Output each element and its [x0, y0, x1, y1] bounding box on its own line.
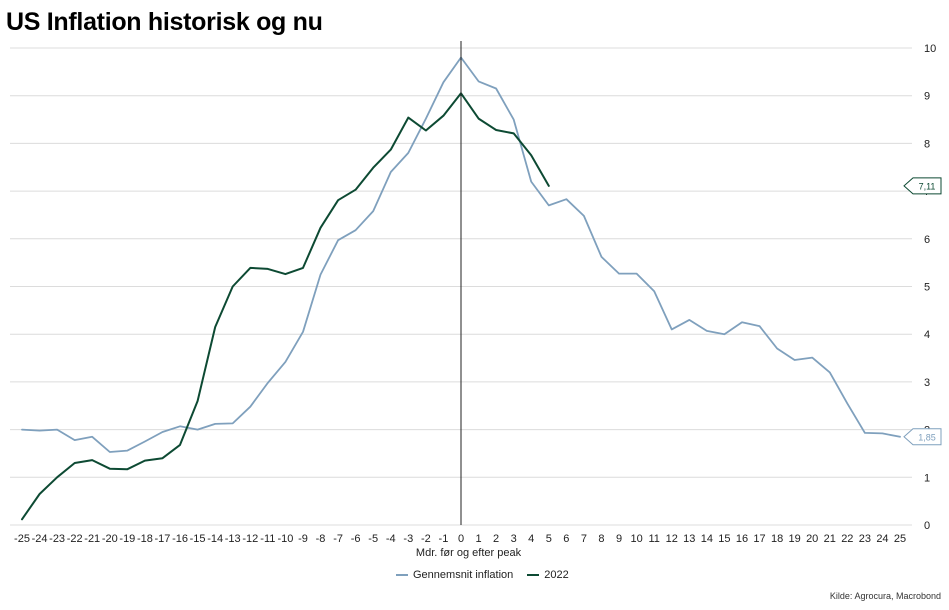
chart-title: US Inflation historisk og nu: [6, 8, 323, 36]
x-tick-label--13: -13: [225, 533, 241, 545]
x-tick-label--7: -7: [333, 533, 343, 545]
end-flag-label-y2022: 7,11: [919, 181, 936, 191]
legend: Gennemsnit inflation 2022: [396, 569, 569, 581]
y-tick-label-6: 6: [924, 234, 930, 246]
end-flag-avg: [903, 428, 942, 446]
x-tick-label--2: -2: [421, 533, 431, 545]
legend-label-2022: 2022: [544, 569, 569, 581]
y-tick-label-5: 5: [924, 282, 930, 294]
y-tick-label-0: 0: [924, 520, 930, 532]
y-tick-label-3: 3: [924, 377, 930, 389]
x-tick-label--8: -8: [316, 533, 326, 545]
x-tick-label--25: -25: [14, 533, 30, 545]
x-tick-label-20: 20: [806, 533, 818, 545]
x-tick-label-21: 21: [824, 533, 836, 545]
y-tick-label-8: 8: [924, 138, 930, 150]
x-tick-label--20: -20: [102, 533, 118, 545]
legend-item-2022: 2022: [527, 569, 569, 581]
x-tick-label-15: 15: [718, 533, 730, 545]
end-flag-y2022: [903, 177, 942, 195]
x-tick-label-24: 24: [876, 533, 888, 545]
source-note: Kilde: Agrocura, Macrobond: [829, 591, 941, 601]
x-tick-label-14: 14: [701, 533, 713, 545]
x-tick-label-2: 2: [493, 533, 499, 545]
x-tick-label-22: 22: [841, 533, 853, 545]
legend-swatch-2022: [527, 574, 540, 576]
x-tick-label--19: -19: [119, 533, 135, 545]
x-tick-label-12: 12: [666, 533, 678, 545]
x-tick-label-7: 7: [581, 533, 587, 545]
x-tick-label--3: -3: [403, 533, 413, 545]
x-tick-label--23: -23: [49, 533, 65, 545]
x-tick-label-8: 8: [598, 533, 604, 545]
y-tick-label-9: 9: [924, 91, 930, 103]
x-tick-label--18: -18: [137, 533, 153, 545]
x-tick-label--16: -16: [172, 533, 188, 545]
x-tick-label--1: -1: [439, 533, 449, 545]
y-tick-label-10: 10: [924, 43, 936, 55]
x-tick-label--11: -11: [260, 533, 275, 545]
x-tick-label--15: -15: [190, 533, 206, 545]
x-axis-label: Mdr. før og efter peak: [415, 547, 522, 559]
x-tick-label--17: -17: [155, 533, 171, 545]
x-tick-label-1: 1: [475, 533, 481, 545]
x-tick-label-10: 10: [630, 533, 642, 545]
x-tick-label--4: -4: [386, 533, 396, 545]
x-tick-label-17: 17: [753, 533, 765, 545]
x-tick-label-19: 19: [789, 533, 801, 545]
x-tick-label-5: 5: [546, 533, 552, 545]
series-line-y2022: [21, 92, 550, 521]
x-tick-label--14: -14: [207, 533, 223, 545]
x-tick-label-18: 18: [771, 533, 783, 545]
x-tick-label--22: -22: [67, 533, 83, 545]
x-tick-label--9: -9: [298, 533, 308, 545]
x-tick-label--12: -12: [242, 533, 258, 545]
legend-item-avg: Gennemsnit inflation: [396, 569, 513, 581]
end-flag-label-avg: 1,85: [918, 432, 936, 442]
x-tick-label-3: 3: [511, 533, 517, 545]
x-tick-label-11: 11: [648, 533, 659, 545]
x-tick-label-13: 13: [683, 533, 695, 545]
y-tick-label-4: 4: [924, 329, 930, 341]
x-tick-label--24: -24: [32, 533, 48, 545]
x-tick-label-25: 25: [894, 533, 906, 545]
x-tick-label--21: -21: [84, 533, 100, 545]
x-tick-label-16: 16: [736, 533, 748, 545]
x-tick-label-4: 4: [528, 533, 534, 545]
x-tick-label-9: 9: [616, 533, 622, 545]
x-tick-label--10: -10: [277, 533, 293, 545]
end-value-flags: 1,85 7,11: [903, 177, 942, 446]
x-tick-label--6: -6: [351, 533, 361, 545]
legend-swatch-avg: [396, 574, 408, 576]
x-tick-label-23: 23: [859, 533, 871, 545]
y-tick-label-1: 1: [924, 472, 930, 484]
x-tick-label--5: -5: [368, 533, 378, 545]
x-axis-ticks: -25 -24 -23 -22 -21 -20 -19 -18 -17 -16 -15 -14 -13-…: [14, 533, 906, 545]
x-tick-label-0: 0: [458, 533, 464, 545]
x-tick-label-6: 6: [563, 533, 569, 545]
legend-label-avg: Gennemsnit inflation: [413, 569, 514, 581]
